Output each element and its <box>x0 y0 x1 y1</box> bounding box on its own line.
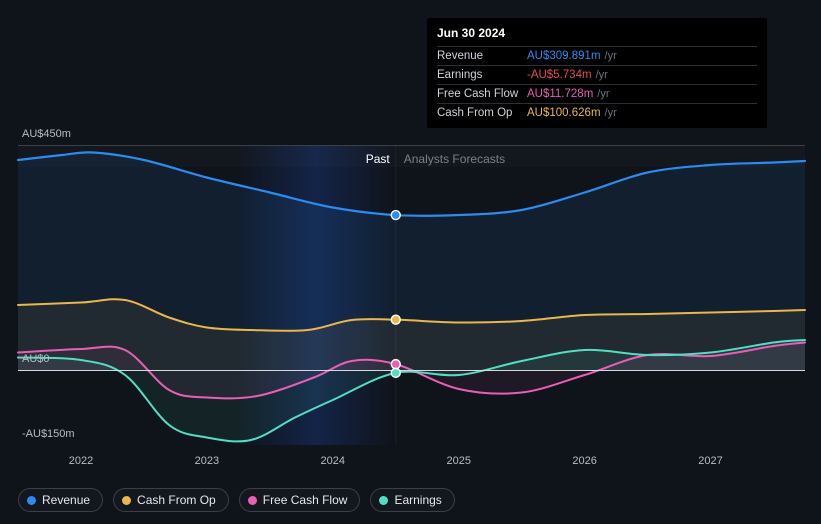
legend-item-earnings[interactable]: Earnings <box>370 488 454 512</box>
tooltip-unit: /yr <box>596 69 608 81</box>
tooltip-unit: /yr <box>605 107 617 119</box>
legend-label: Revenue <box>42 493 90 507</box>
tooltip-row: Free Cash FlowAU$11.728m/yr <box>437 85 757 104</box>
x-axis-label: 2022 <box>69 455 93 467</box>
tooltip-metric-label: Free Cash Flow <box>437 88 527 100</box>
tooltip-row: RevenueAU$309.891m/yr <box>437 47 757 66</box>
tooltip-metric-label: Cash From Op <box>437 107 527 119</box>
legend-dot-icon <box>379 496 388 505</box>
tooltip-metric-label: Revenue <box>437 50 527 62</box>
x-axis-label: 2027 <box>698 455 722 467</box>
legend-dot-icon <box>27 496 36 505</box>
legend-item-revenue[interactable]: Revenue <box>18 488 103 512</box>
tooltip-unit: /yr <box>597 88 609 100</box>
financial-chart: Jun 30 2024 RevenueAU$309.891m/yrEarning… <box>0 0 821 524</box>
legend-dot-icon <box>248 496 257 505</box>
chart-legend: Revenue Cash From Op Free Cash Flow Earning… <box>18 488 455 512</box>
x-axis-label: 2026 <box>572 455 596 467</box>
tooltip-metric-label: Earnings <box>437 69 527 81</box>
tooltip-unit: /yr <box>605 50 617 62</box>
past-label: Past <box>366 152 390 166</box>
x-axis-label: 2023 <box>195 455 219 467</box>
y-axis-label: AU$450m <box>22 128 71 140</box>
forecast-label: Analysts Forecasts <box>404 152 505 166</box>
tooltip-row: Cash From OpAU$100.626m/yr <box>437 104 757 122</box>
legend-item-free-cash-flow[interactable]: Free Cash Flow <box>239 488 361 512</box>
legend-label: Cash From Op <box>137 493 216 507</box>
legend-label: Earnings <box>394 493 441 507</box>
legend-item-cash-from-op[interactable]: Cash From Op <box>113 488 229 512</box>
legend-label: Free Cash Flow <box>263 493 348 507</box>
tooltip-metric-value: AU$309.891m <box>527 50 601 62</box>
tooltip-date: Jun 30 2024 <box>437 26 757 47</box>
legend-dot-icon <box>122 496 131 505</box>
tooltip-metric-value: AU$100.626m <box>527 107 601 119</box>
chart-tooltip: Jun 30 2024 RevenueAU$309.891m/yrEarning… <box>427 18 767 128</box>
x-axis-label: 2024 <box>321 455 345 467</box>
tooltip-metric-value: AU$11.728m <box>527 88 593 100</box>
x-axis-label: 2025 <box>446 455 470 467</box>
tooltip-row: Earnings-AU$5.734m/yr <box>437 66 757 85</box>
y-axis-label: -AU$150m <box>22 428 75 440</box>
tooltip-metric-value: -AU$5.734m <box>527 69 592 81</box>
y-axis-label: AU$0 <box>22 353 50 365</box>
